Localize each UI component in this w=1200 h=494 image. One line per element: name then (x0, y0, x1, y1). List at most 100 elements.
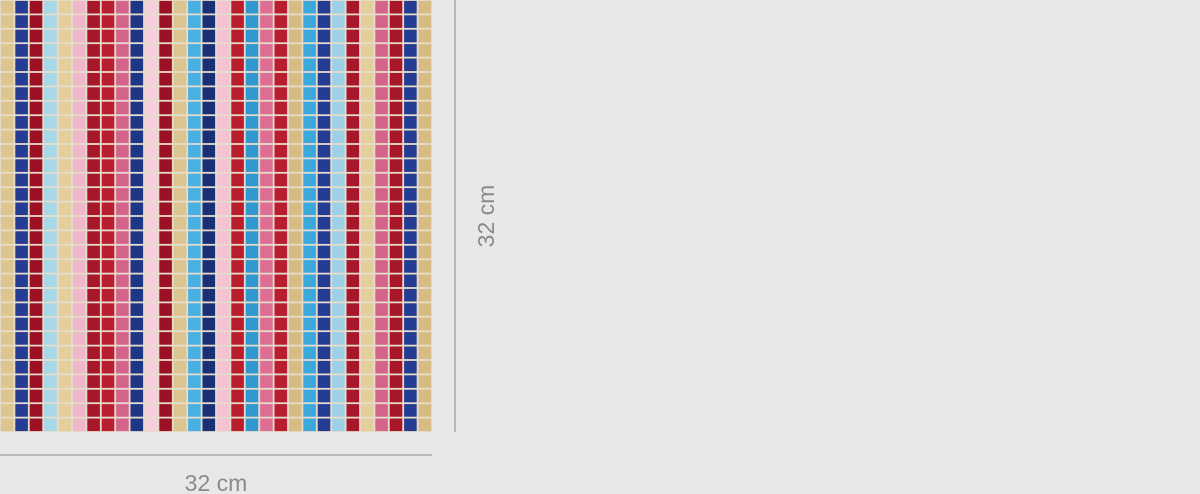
tile (288, 303, 302, 316)
tile (231, 72, 244, 86)
tile (101, 404, 115, 417)
tile (332, 260, 345, 273)
tile (389, 44, 403, 57)
tile (231, 0, 244, 14)
tile (130, 245, 144, 259)
tile (173, 188, 187, 201)
tile (303, 317, 316, 331)
tile (173, 389, 187, 403)
tile (260, 245, 273, 259)
tile (144, 116, 158, 129)
tile (389, 231, 403, 244)
tile (116, 159, 129, 172)
tile (58, 44, 72, 57)
tile (29, 0, 43, 14)
tile (360, 260, 374, 273)
tile (288, 288, 302, 302)
tile (404, 303, 417, 316)
tile (44, 303, 57, 316)
tile (29, 245, 43, 259)
tile (29, 130, 43, 144)
tile (288, 389, 302, 403)
tile (101, 418, 115, 432)
tile (303, 44, 316, 57)
tile (72, 87, 86, 100)
tile (87, 87, 100, 100)
tile (130, 317, 144, 331)
tile (360, 288, 374, 302)
tile (274, 288, 288, 302)
tile (389, 216, 403, 230)
tile (130, 116, 144, 129)
tile (44, 260, 57, 273)
tile (87, 260, 100, 273)
tile (0, 188, 14, 201)
tile (173, 332, 187, 345)
tile (288, 130, 302, 144)
tile (231, 188, 244, 201)
tile (188, 303, 201, 316)
tile (87, 346, 100, 360)
tile (389, 130, 403, 144)
tile (418, 303, 432, 316)
tile (418, 188, 432, 201)
tile (87, 116, 100, 129)
tile (389, 288, 403, 302)
tile (303, 260, 316, 273)
tile (375, 87, 388, 100)
tile (332, 245, 345, 259)
tile (144, 144, 158, 158)
tile (360, 101, 374, 115)
tile (188, 144, 201, 158)
tile (87, 404, 100, 417)
tile (188, 274, 201, 288)
tile (231, 29, 244, 43)
tile (130, 144, 144, 158)
tile (202, 144, 216, 158)
tile (274, 375, 288, 388)
tile (317, 346, 331, 360)
tile (130, 0, 144, 14)
tile (389, 274, 403, 288)
tile (144, 332, 158, 345)
tile (288, 159, 302, 172)
tile (360, 188, 374, 201)
tile (288, 101, 302, 115)
tile (346, 15, 360, 28)
tile (58, 260, 72, 273)
tile (303, 375, 316, 388)
tile (101, 130, 115, 144)
width-label: 32 cm (185, 470, 248, 494)
tile (44, 87, 57, 100)
tile (159, 202, 172, 216)
tile (375, 116, 388, 129)
tile (202, 188, 216, 201)
tile (317, 44, 331, 57)
tile (144, 317, 158, 331)
tile (116, 274, 129, 288)
tile (15, 346, 28, 360)
tile (245, 202, 259, 216)
tile (260, 260, 273, 273)
tile (72, 144, 86, 158)
tile (29, 58, 43, 72)
tile (72, 202, 86, 216)
tile (418, 332, 432, 345)
tile (101, 202, 115, 216)
tile (173, 216, 187, 230)
tile (29, 173, 43, 187)
tile (317, 87, 331, 100)
tile (44, 29, 57, 43)
tile (360, 317, 374, 331)
tile (188, 130, 201, 144)
tile (188, 159, 201, 172)
tile (0, 130, 14, 144)
tile (0, 15, 14, 28)
tile (130, 389, 144, 403)
tile (332, 375, 345, 388)
tile (159, 87, 172, 100)
tile (260, 144, 273, 158)
tile (303, 332, 316, 345)
tile (260, 173, 273, 187)
tile (144, 15, 158, 28)
